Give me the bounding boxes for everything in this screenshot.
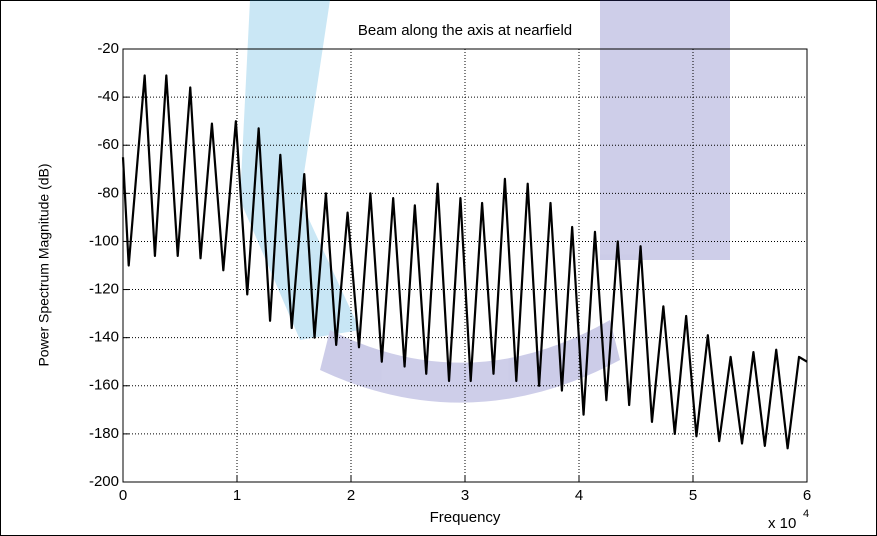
x-tick-label: 4: [575, 487, 583, 504]
x-tick-label: 3: [461, 487, 469, 504]
x-scale-exponent: 4: [803, 508, 809, 520]
y-tick-label: -100: [89, 232, 119, 249]
y-tick-label: -180: [89, 425, 119, 442]
y-tick-label: -60: [97, 136, 119, 153]
y-tick-label: -40: [97, 88, 119, 105]
y-tick-label: -200: [89, 473, 119, 490]
x-tick-label: 1: [233, 487, 241, 504]
x-tick-label: 2: [347, 487, 355, 504]
watermark: [240, 0, 730, 403]
data-line: [121, 74, 808, 450]
x-scale-text: x 10: [768, 515, 796, 532]
x-tick-label: 6: [803, 487, 811, 504]
y-tick-label: -120: [89, 281, 119, 298]
y-tick-label: -80: [97, 184, 119, 201]
chart-title: Beam along the axis at nearfield: [358, 22, 572, 39]
y-axis-label: Power Spectrum Magnitude (dB): [36, 163, 52, 366]
x-tick-label: 5: [689, 487, 697, 504]
y-tick-label: -140: [89, 329, 119, 346]
y-tick-label: -160: [89, 377, 119, 394]
x-axis-label: Frequency: [430, 509, 501, 526]
y-tick-label: -20: [97, 40, 119, 57]
x-tick-label: 0: [119, 487, 127, 504]
